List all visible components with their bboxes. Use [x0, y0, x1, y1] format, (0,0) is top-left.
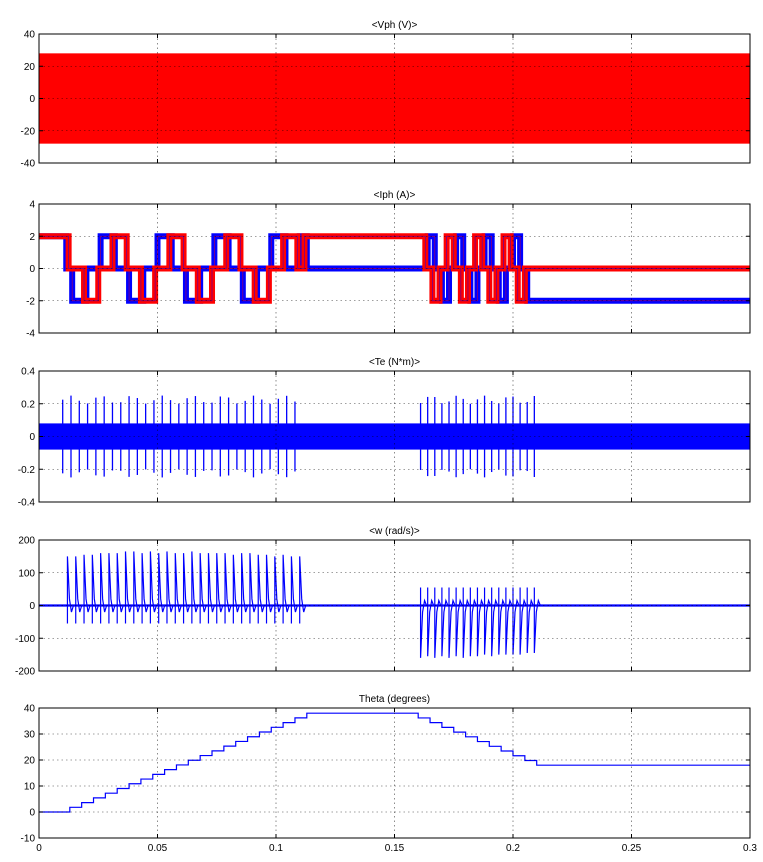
- speed-spike: [124, 551, 133, 624]
- grid: [39, 204, 750, 333]
- speed-spike: [91, 554, 99, 624]
- speed-spike: [224, 553, 232, 624]
- y-tick-label: 2: [29, 232, 35, 243]
- panel-title: <Vph (V)>: [372, 20, 418, 31]
- y-tick-label: 40: [24, 30, 36, 41]
- y-tick-label: 100: [18, 568, 35, 579]
- panel-title: Theta (degrees): [359, 694, 430, 705]
- speed-spike: [108, 553, 116, 624]
- speed-spike: [199, 553, 207, 624]
- panel-title: <w (rad/s)>: [369, 526, 420, 537]
- speed-spike-negative: [434, 587, 442, 658]
- speed-spike-negative: [419, 587, 428, 658]
- speed-spike: [274, 556, 282, 624]
- speed-spike-negative: [505, 587, 513, 655]
- y-tick-label: 0: [29, 94, 35, 105]
- y-tick-label: 20: [24, 756, 36, 767]
- speed-spike-negative: [483, 587, 492, 655]
- speed-spike-negative: [448, 587, 456, 658]
- y-tick-label: 0: [29, 264, 35, 275]
- y-tick-label: -4: [26, 329, 35, 340]
- x-tick-label: 0.25: [622, 843, 642, 854]
- speed-spike: [158, 553, 166, 624]
- y-tick-label: 30: [24, 730, 36, 741]
- speed-spike: [133, 551, 141, 624]
- grid: [39, 34, 750, 163]
- panel-3: -0.4 -0.2 0 0.2 0.4 <Te (N*m)>: [18, 357, 751, 509]
- speed-spike-negative: [455, 587, 463, 657]
- speed-spike-negative: [476, 587, 485, 657]
- y-tick-label: 200: [18, 536, 35, 547]
- y-tick-label: 40: [24, 704, 36, 715]
- y-tick-label: -10: [21, 834, 36, 845]
- y-tick-label: 0.4: [21, 367, 35, 378]
- y-tick-label: -200: [15, 667, 35, 678]
- speed-spike-negative: [462, 587, 470, 658]
- x-tick-label: 0.05: [148, 843, 168, 854]
- speed-spike: [249, 553, 257, 624]
- panel-title: <Te (N*m)>: [369, 357, 420, 368]
- x-tick-label: 0: [36, 843, 42, 854]
- speed-spike-negative: [491, 587, 499, 657]
- grid: [39, 371, 750, 502]
- speed-spike: [166, 551, 174, 624]
- speed-spike: [282, 554, 290, 624]
- speed-spike-negative: [533, 587, 541, 654]
- speed-spike: [265, 554, 274, 624]
- speed-spike: [299, 556, 307, 624]
- y-tick-label: 10: [24, 782, 36, 793]
- y-tick-label: 0: [29, 432, 35, 443]
- speed-spike: [290, 556, 298, 624]
- y-tick-label: -2: [26, 296, 35, 307]
- speed-spike: [116, 553, 124, 624]
- y-tick-label: 0: [29, 808, 35, 819]
- y-tick-label: 20: [24, 62, 36, 73]
- speed-spike: [257, 554, 265, 624]
- speed-spike: [232, 554, 240, 624]
- speed-spike: [100, 553, 108, 624]
- y-tick-label: 4: [29, 200, 35, 211]
- speed-spike-negative: [498, 587, 506, 655]
- speed-spike: [75, 556, 83, 624]
- x-tick-label: 0.3: [743, 843, 757, 854]
- speed-spike-negative: [512, 587, 520, 655]
- panel-2: -4 -2 0 2 4 <Iph (A)>: [26, 190, 751, 340]
- speed-spike: [191, 551, 199, 624]
- y-tick-label: -40: [21, 159, 36, 170]
- theta-series-1: [39, 712, 750, 813]
- x-tick-label: 0.1: [269, 843, 283, 854]
- speed-spike: [83, 554, 91, 624]
- speed-spike: [216, 553, 224, 624]
- y-tick-label: -100: [15, 634, 35, 645]
- panel-title: <Iph (A)>: [374, 190, 416, 201]
- x-tick-label: 0.2: [506, 843, 520, 854]
- speed-spike: [66, 556, 75, 624]
- y-tick-label: -0.4: [18, 498, 36, 509]
- speed-spike: [149, 551, 157, 624]
- panel-4: -200 -100 0 100 200 <w (rad/s)>: [15, 526, 751, 678]
- speed-spike-negative: [526, 587, 534, 654]
- speed-spike: [174, 553, 182, 624]
- speed-spike-negative: [441, 587, 449, 657]
- x-tick-label: 0.15: [385, 843, 405, 854]
- speed-spike-negative: [427, 587, 435, 657]
- y-tick-label: -0.2: [18, 465, 36, 476]
- y-tick-label: 0.2: [21, 399, 35, 410]
- speed-spike: [241, 553, 249, 624]
- speed-spike: [182, 553, 191, 624]
- speed-spike: [141, 553, 149, 624]
- y-tick-label: 0: [29, 601, 35, 612]
- data-layer: [39, 712, 750, 813]
- y-tick-label: -20: [21, 126, 36, 137]
- panel-1: -40 -20 0 20 40 <Vph (V)>: [21, 20, 751, 170]
- speed-spike-negative: [519, 587, 527, 655]
- speed-spike-negative: [469, 587, 477, 657]
- speed-spike: [207, 553, 216, 624]
- grid: [39, 540, 750, 671]
- grid: [39, 708, 750, 838]
